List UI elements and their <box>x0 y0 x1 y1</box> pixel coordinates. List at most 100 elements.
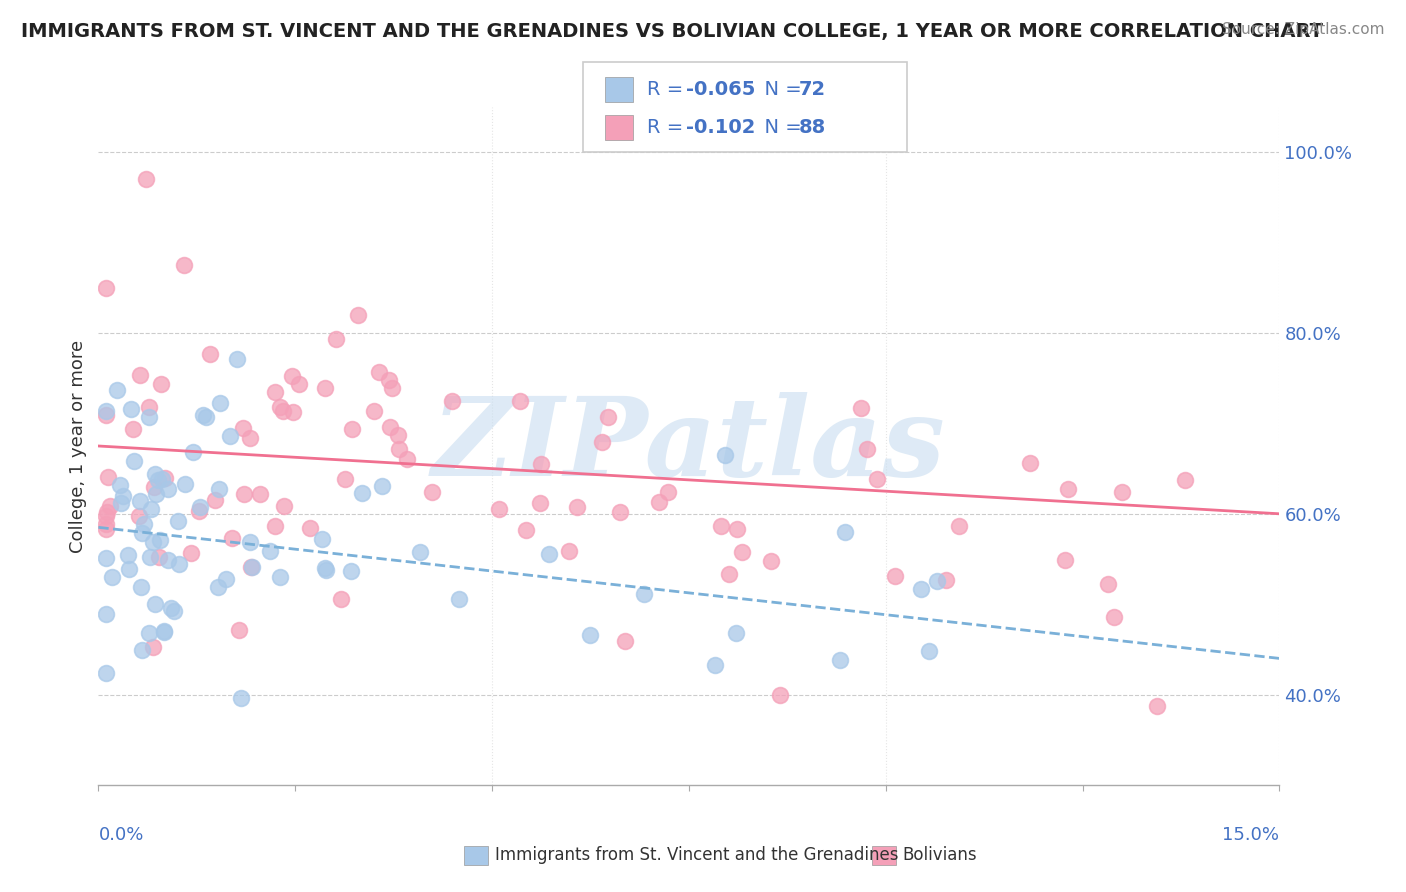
Point <box>731 545 754 559</box>
Point <box>96 281 118 295</box>
Point <box>388 442 411 457</box>
Y-axis label: College, 1 year or more: College, 1 year or more <box>69 340 87 552</box>
Point <box>101 570 124 584</box>
Point <box>112 489 135 503</box>
Point <box>633 587 655 601</box>
Point <box>828 653 851 667</box>
Point <box>315 563 337 577</box>
Point <box>340 564 363 578</box>
Point <box>108 478 131 492</box>
Text: R =: R = <box>647 80 689 99</box>
Point <box>724 626 747 640</box>
Point <box>441 394 464 409</box>
Point <box>409 545 432 559</box>
Point <box>105 383 128 397</box>
Point <box>420 484 443 499</box>
Point <box>150 472 173 486</box>
Point <box>269 400 291 414</box>
Point <box>110 496 132 510</box>
Point <box>142 640 165 654</box>
Point <box>347 308 370 322</box>
Point <box>174 476 197 491</box>
Point <box>208 395 231 409</box>
Point <box>1102 610 1125 624</box>
Point <box>769 688 792 702</box>
Point <box>395 451 418 466</box>
Text: -0.065: -0.065 <box>686 80 755 99</box>
Point <box>183 445 205 459</box>
Point <box>215 572 238 586</box>
Point <box>228 623 250 637</box>
Point <box>380 419 402 434</box>
Point <box>167 514 190 528</box>
Point <box>488 501 510 516</box>
Point <box>122 453 145 467</box>
Text: N =: N = <box>752 80 808 99</box>
Point <box>598 410 620 425</box>
Point <box>530 457 553 471</box>
Point <box>160 600 183 615</box>
Point <box>131 580 153 594</box>
Point <box>264 518 287 533</box>
Point <box>703 657 725 672</box>
Text: Source: ZipAtlas.com: Source: ZipAtlas.com <box>1222 22 1385 37</box>
Text: -0.102: -0.102 <box>686 118 755 136</box>
Point <box>129 368 152 382</box>
Point <box>340 422 363 436</box>
Point <box>96 408 118 422</box>
Point <box>834 524 856 539</box>
Point <box>866 472 889 486</box>
Point <box>447 591 470 606</box>
Point <box>153 624 176 639</box>
Point <box>271 404 294 418</box>
Point <box>132 516 155 531</box>
Point <box>759 554 782 568</box>
Point <box>239 535 262 549</box>
Point <box>232 487 254 501</box>
Point <box>529 496 551 510</box>
Point <box>849 401 872 415</box>
Point <box>148 549 170 564</box>
Point <box>153 624 176 638</box>
Point <box>96 516 118 531</box>
Point <box>97 470 120 484</box>
Point <box>118 562 141 576</box>
Point <box>263 384 285 399</box>
Point <box>167 557 190 571</box>
Text: 88: 88 <box>799 118 825 136</box>
Point <box>96 522 118 536</box>
Point <box>240 560 263 574</box>
Text: IMMIGRANTS FROM ST. VINCENT AND THE GRENADINES VS BOLIVIAN COLLEGE, 1 YEAR OR MO: IMMIGRANTS FROM ST. VINCENT AND THE GREN… <box>21 22 1323 41</box>
Point <box>367 365 389 379</box>
Point <box>925 574 948 588</box>
Point <box>139 501 162 516</box>
Point <box>146 473 169 487</box>
Point <box>299 521 322 535</box>
Point <box>122 422 145 436</box>
Point <box>657 485 679 500</box>
Point <box>180 546 202 560</box>
Point <box>709 519 731 533</box>
Point <box>325 332 347 346</box>
Point <box>142 534 165 549</box>
Point <box>557 544 579 558</box>
Point <box>157 482 180 496</box>
Point <box>311 533 333 547</box>
Point <box>225 351 247 366</box>
Point <box>948 519 970 533</box>
Point <box>856 442 879 457</box>
Point <box>162 604 184 618</box>
Point <box>363 404 385 418</box>
Point <box>96 508 118 523</box>
Point <box>883 569 905 583</box>
Point <box>281 369 304 384</box>
Point <box>135 172 157 186</box>
Point <box>370 479 392 493</box>
Point <box>288 376 311 391</box>
Point <box>381 381 404 395</box>
Point <box>281 405 304 419</box>
Point <box>1111 484 1133 499</box>
Point <box>138 409 160 424</box>
Point <box>329 592 352 607</box>
Point <box>565 500 588 515</box>
